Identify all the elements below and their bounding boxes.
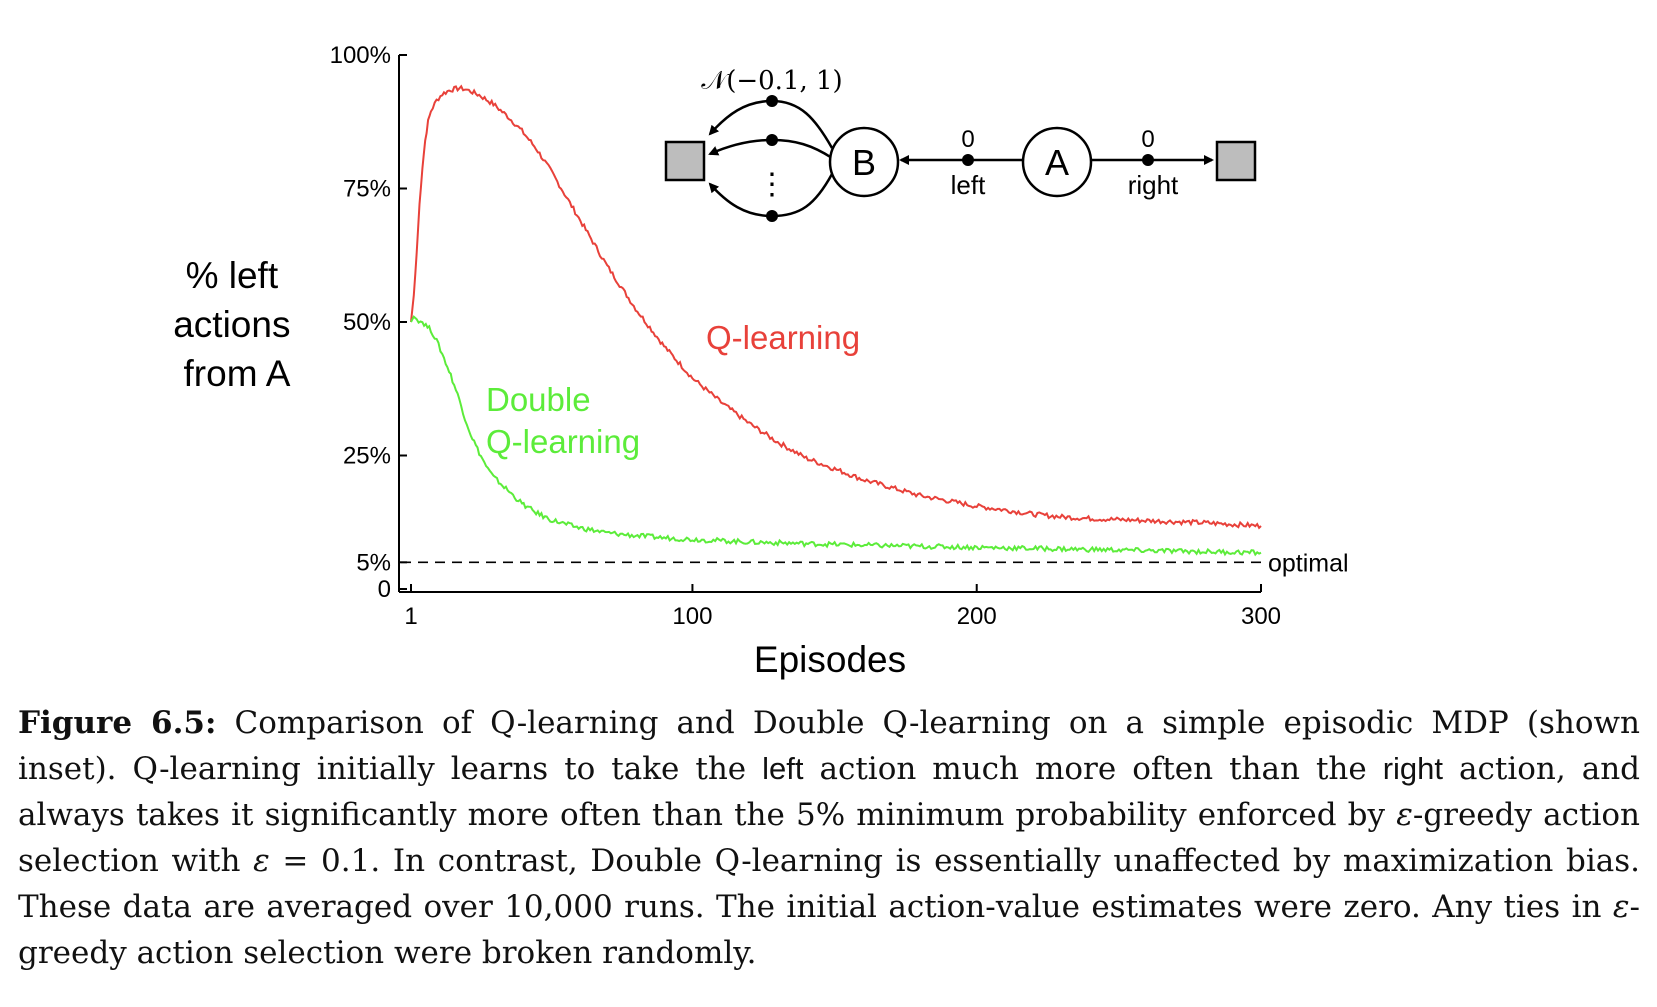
y-tick-label-2: 25%	[343, 443, 391, 470]
right-action-dot	[1142, 154, 1154, 166]
y-ticks: 05% 25% 50% 75% 100%	[330, 42, 407, 603]
left-reward-label: 0	[961, 126, 974, 153]
caption-figure-label: Figure 6.5:	[18, 705, 217, 741]
y-tick-label-1: 5%	[356, 549, 391, 576]
caption-right-word: right	[1382, 751, 1444, 786]
caption-text-6: -greedy action selection were broken ran…	[18, 889, 1640, 971]
state-a-label: A	[1045, 142, 1069, 183]
caption-text-3: action, and always takes it significantl…	[18, 751, 1640, 833]
right-reward-label: 0	[1141, 126, 1154, 153]
noise-distribution-label: 𝒩(−0.1, 1)	[701, 66, 842, 96]
y-axis-label-line-1: % left	[186, 255, 279, 296]
y-axis-label-line-2: actions	[173, 304, 290, 345]
double-q-learning-line	[410, 315, 1262, 557]
y-tick-label-0: 0	[378, 576, 391, 603]
right-terminal-state	[1215, 140, 1257, 182]
state-a	[1021, 126, 1093, 198]
state-b	[828, 126, 900, 198]
mdp-inset: 𝒩(−0.1, 1) ⋮ B 0 left A 0 right	[664, 66, 1257, 222]
x-ticks: 1 100 200 300	[404, 584, 1281, 630]
x-tick-label-2: 200	[957, 603, 997, 630]
b-outcome-dot-middle	[766, 134, 778, 146]
b-outcome-dot-bottom	[766, 210, 778, 222]
left-terminal-state	[664, 140, 706, 182]
double-q-learning-label-line-1: Double	[486, 381, 591, 418]
double-q-learning-label-line-2: Q-learning	[486, 423, 640, 460]
caption-left-word: left	[762, 751, 804, 786]
x-tick-label-3: 300	[1241, 603, 1281, 630]
caption-epsilon-2: ε	[253, 843, 270, 879]
x-tick-label-1: 100	[672, 603, 712, 630]
right-action-label: right	[1128, 170, 1179, 200]
x-axis-label: Episodes	[754, 639, 906, 680]
y-axis-label: % left actions from A	[173, 255, 301, 394]
q-learning-line	[410, 84, 1262, 530]
left-action-dot	[962, 154, 974, 166]
caption-text-2: action much more often than the	[803, 751, 1383, 787]
figure-chart: 05%25%50%75%100% 1 100 200 300 % left actio…	[173, 42, 1349, 680]
y-tick-label-3: 50%	[343, 309, 391, 336]
double-q-learning-label: Double Q-learning	[486, 381, 640, 460]
b-outcome-dot-top	[766, 95, 778, 107]
caption-text-5: = 0.1. In contrast, Double Q-learning is…	[18, 843, 1640, 925]
figure-caption: Figure 6.5: Comparison of Q-learning and…	[18, 700, 1640, 976]
left-action-label: left	[951, 170, 986, 200]
q-learning-label-line-1: Q-learning	[706, 319, 860, 356]
caption-epsilon-1: ε	[1396, 797, 1413, 833]
y-tick-label-4: 75%	[343, 176, 391, 203]
y-tick-label-5: 100%	[330, 42, 391, 69]
state-b-label: B	[852, 142, 876, 183]
caption-text-4: -greedy action selection with	[18, 797, 1640, 879]
caption-epsilon-3: ε	[1612, 889, 1630, 925]
q-learning-label: Q-learning	[706, 319, 860, 356]
x-tick-label-0: 1	[404, 603, 417, 630]
optimal-label: optimal	[1268, 549, 1349, 577]
caption-text-1: Comparison of Q-learning and Double Q-le…	[18, 705, 1640, 787]
y-axis-label-line-3: from A	[184, 353, 291, 394]
ellipsis-dots: ⋮	[757, 168, 787, 201]
